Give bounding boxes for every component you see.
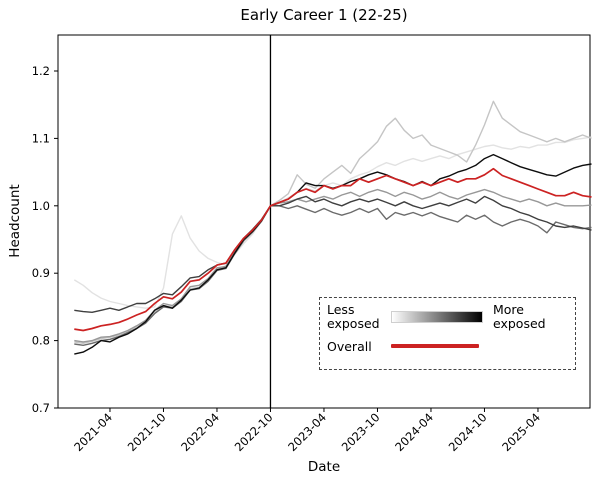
- x-tick-label: 2023-04: [285, 410, 329, 454]
- x-tick-label: 2021-10: [125, 410, 169, 454]
- y-tick-label: 0.9: [32, 266, 50, 280]
- y-axis-label: Headcount: [7, 184, 23, 258]
- legend-less-exposed-label: Less exposed: [327, 302, 380, 332]
- legend-exposure-row: Less exposed More exposed: [327, 302, 568, 332]
- legend-overall-label: Overall: [327, 338, 372, 354]
- series-line-exposure-q5: [74, 195, 592, 313]
- x-tick-label: 2021-04: [71, 410, 115, 454]
- x-tick-label: 2024-04: [392, 410, 436, 454]
- series-line-exposure-q4: [74, 205, 592, 346]
- y-tick-label: 1.2: [32, 64, 50, 78]
- legend-overall-row: Overall: [327, 339, 568, 354]
- x-tick-label: 2023-10: [339, 410, 383, 454]
- legend: Less exposed More exposed Overall: [319, 297, 576, 370]
- overall-line-swatch: [391, 344, 479, 349]
- exposure-gradient-swatch: [391, 311, 483, 324]
- x-tick-label: 2022-04: [178, 410, 222, 454]
- y-tick-label: 0.8: [32, 334, 50, 348]
- x-tick-label: 2024-10: [446, 410, 490, 454]
- series-line-overall: [74, 167, 592, 332]
- x-tick-label: 2025-04: [499, 410, 543, 454]
- x-tick-label: 2022-10: [232, 410, 276, 454]
- series-line-exposure-q3: [74, 188, 592, 343]
- chart-title: Early Career 1 (22-25): [240, 6, 408, 24]
- y-tick-label: 1.1: [32, 131, 50, 145]
- y-tick-label: 1.0: [32, 199, 50, 213]
- series-line-exposure-q1-least-exposed: [73, 136, 592, 309]
- legend-more-exposed-label: More exposed: [493, 302, 546, 332]
- x-axis-label: Date: [307, 459, 341, 475]
- y-tick-label: 0.7: [32, 401, 50, 415]
